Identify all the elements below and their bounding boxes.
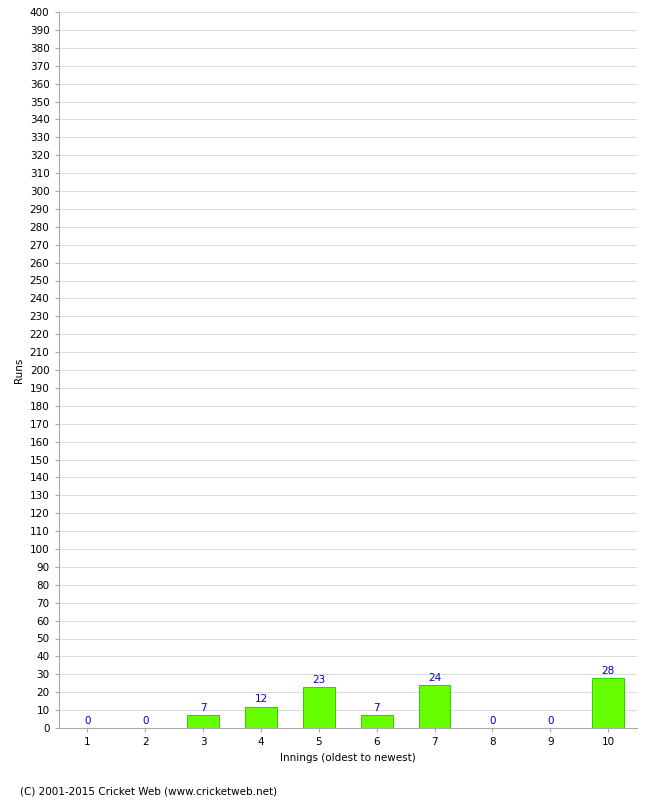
- X-axis label: Innings (oldest to newest): Innings (oldest to newest): [280, 753, 415, 762]
- Text: 7: 7: [373, 703, 380, 714]
- Bar: [303, 687, 335, 728]
- Text: 23: 23: [312, 674, 326, 685]
- Text: 0: 0: [547, 716, 554, 726]
- Text: 28: 28: [601, 666, 615, 676]
- Text: 0: 0: [84, 716, 90, 726]
- Text: 12: 12: [254, 694, 268, 704]
- Text: (C) 2001-2015 Cricket Web (www.cricketweb.net): (C) 2001-2015 Cricket Web (www.cricketwe…: [20, 786, 277, 796]
- Text: 7: 7: [200, 703, 207, 714]
- Text: 0: 0: [142, 716, 148, 726]
- Bar: [419, 685, 450, 728]
- Bar: [187, 715, 219, 728]
- Bar: [245, 706, 277, 728]
- Text: 0: 0: [489, 716, 495, 726]
- Y-axis label: Runs: Runs: [14, 358, 24, 382]
- Bar: [592, 678, 624, 728]
- Bar: [361, 715, 393, 728]
- Text: 24: 24: [428, 673, 441, 683]
